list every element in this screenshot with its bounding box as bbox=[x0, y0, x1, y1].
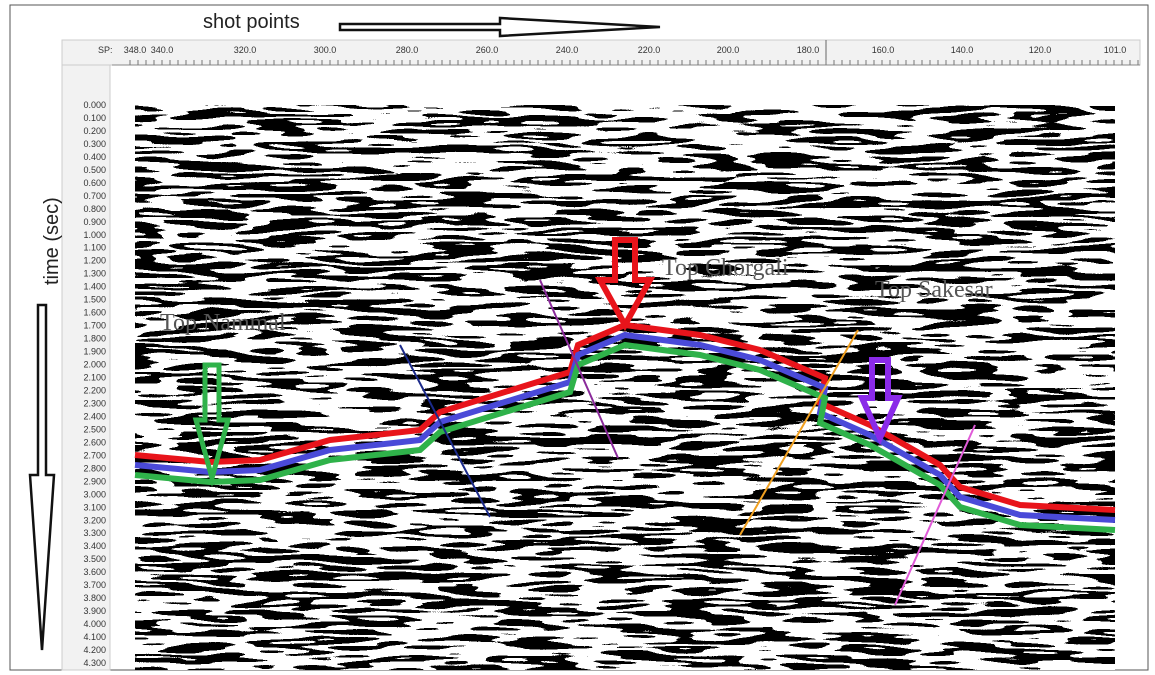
y-tick-label: 2.400 bbox=[83, 411, 106, 421]
y-tick-label: 4.100 bbox=[83, 632, 106, 642]
y-tick-label: 4.300 bbox=[83, 658, 106, 668]
y-tick-label: 0.700 bbox=[83, 191, 106, 201]
y-tick-label: 4.000 bbox=[83, 619, 106, 629]
annotation: Top Nammal bbox=[160, 310, 286, 336]
y-tick-label: 1.500 bbox=[83, 295, 106, 305]
y-tick-label: 2.300 bbox=[83, 398, 106, 408]
y-tick-label: 1.200 bbox=[83, 256, 106, 266]
x-tick-label: 160.0 bbox=[872, 45, 895, 55]
y-tick-label: 4.200 bbox=[83, 645, 106, 655]
y-tick-label: 3.400 bbox=[83, 541, 106, 551]
sp-label: SP: bbox=[98, 45, 113, 55]
y-tick-label: 2.000 bbox=[83, 360, 106, 370]
x-tick-label: 300.0 bbox=[314, 45, 337, 55]
y-tick-label: 2.100 bbox=[83, 373, 106, 383]
y-tick-label: 0.900 bbox=[83, 217, 106, 227]
x-tick-label: 140.0 bbox=[951, 45, 974, 55]
y-tick-label: 0.300 bbox=[83, 139, 106, 149]
page: SP: 348.0 340.0 320.0 300.0 280.0 260.0 240.0 2… bbox=[0, 0, 1155, 675]
seismic-section bbox=[135, 105, 1115, 670]
y-title: time (sec) bbox=[41, 197, 63, 285]
x-tick-label: 200.0 bbox=[717, 45, 740, 55]
y-tick-label: 0.400 bbox=[83, 152, 106, 162]
x-tick-label: 340.0 bbox=[151, 45, 174, 55]
y-tick-label: 1.400 bbox=[83, 282, 106, 292]
y-tick-label: 0.200 bbox=[83, 126, 106, 136]
y-tick-label: 1.900 bbox=[83, 347, 106, 357]
y-tick-label: 3.700 bbox=[83, 580, 106, 590]
y-tick-label: 0.100 bbox=[83, 113, 106, 123]
y-tick-label: 2.600 bbox=[83, 437, 106, 447]
annotation: Top Sakesar bbox=[875, 277, 993, 303]
y-tick-label: 1.600 bbox=[83, 308, 106, 318]
x-tick-label: 320.0 bbox=[234, 45, 257, 55]
y-tick-label: 2.500 bbox=[83, 424, 106, 434]
figure: SP: 348.0 340.0 320.0 300.0 280.0 260.0 240.0 2… bbox=[0, 0, 1155, 675]
y-tick-label: 3.900 bbox=[83, 606, 106, 616]
y-tick-label: 3.200 bbox=[83, 515, 106, 525]
x-tick-label: 220.0 bbox=[638, 45, 661, 55]
x-tick-label: 180.0 bbox=[797, 45, 820, 55]
y-tick-label: 1.100 bbox=[83, 243, 106, 253]
y-tick-label: 3.100 bbox=[83, 502, 106, 512]
y-tick-label: 0.500 bbox=[83, 165, 106, 175]
y-tick-label: 0.600 bbox=[83, 178, 106, 188]
x-tick-label: 120.0 bbox=[1029, 45, 1052, 55]
y-tick-label: 3.300 bbox=[83, 528, 106, 538]
y-tick-label: 1.800 bbox=[83, 334, 106, 344]
x-title: shot points bbox=[203, 11, 300, 33]
x-tick-label: 101.0 bbox=[1104, 45, 1127, 55]
y-tick-label: 3.500 bbox=[83, 554, 106, 564]
y-tick-label: 2.200 bbox=[83, 385, 106, 395]
y-tick-label: 1.000 bbox=[83, 230, 106, 240]
y-tick-label: 2.800 bbox=[83, 463, 106, 473]
y-tick-label: 1.700 bbox=[83, 321, 106, 331]
x-tick-label: 240.0 bbox=[556, 45, 579, 55]
annotation: Top Chorgali bbox=[662, 255, 789, 281]
y-tick-label: 1.300 bbox=[83, 269, 106, 279]
y-tick-label: 2.700 bbox=[83, 450, 106, 460]
y-tick-label: 3.000 bbox=[83, 489, 106, 499]
y-tick-label: 0.800 bbox=[83, 204, 106, 214]
y-tick-label: 2.900 bbox=[83, 476, 106, 486]
x-tick-label: 280.0 bbox=[396, 45, 419, 55]
y-tick-label: 0.000 bbox=[83, 100, 106, 110]
y-tick-label: 3.600 bbox=[83, 567, 106, 577]
y-tick-label: 3.800 bbox=[83, 593, 106, 603]
x-tick-label: 348.0 bbox=[124, 45, 147, 55]
x-tick-label: 260.0 bbox=[476, 45, 499, 55]
